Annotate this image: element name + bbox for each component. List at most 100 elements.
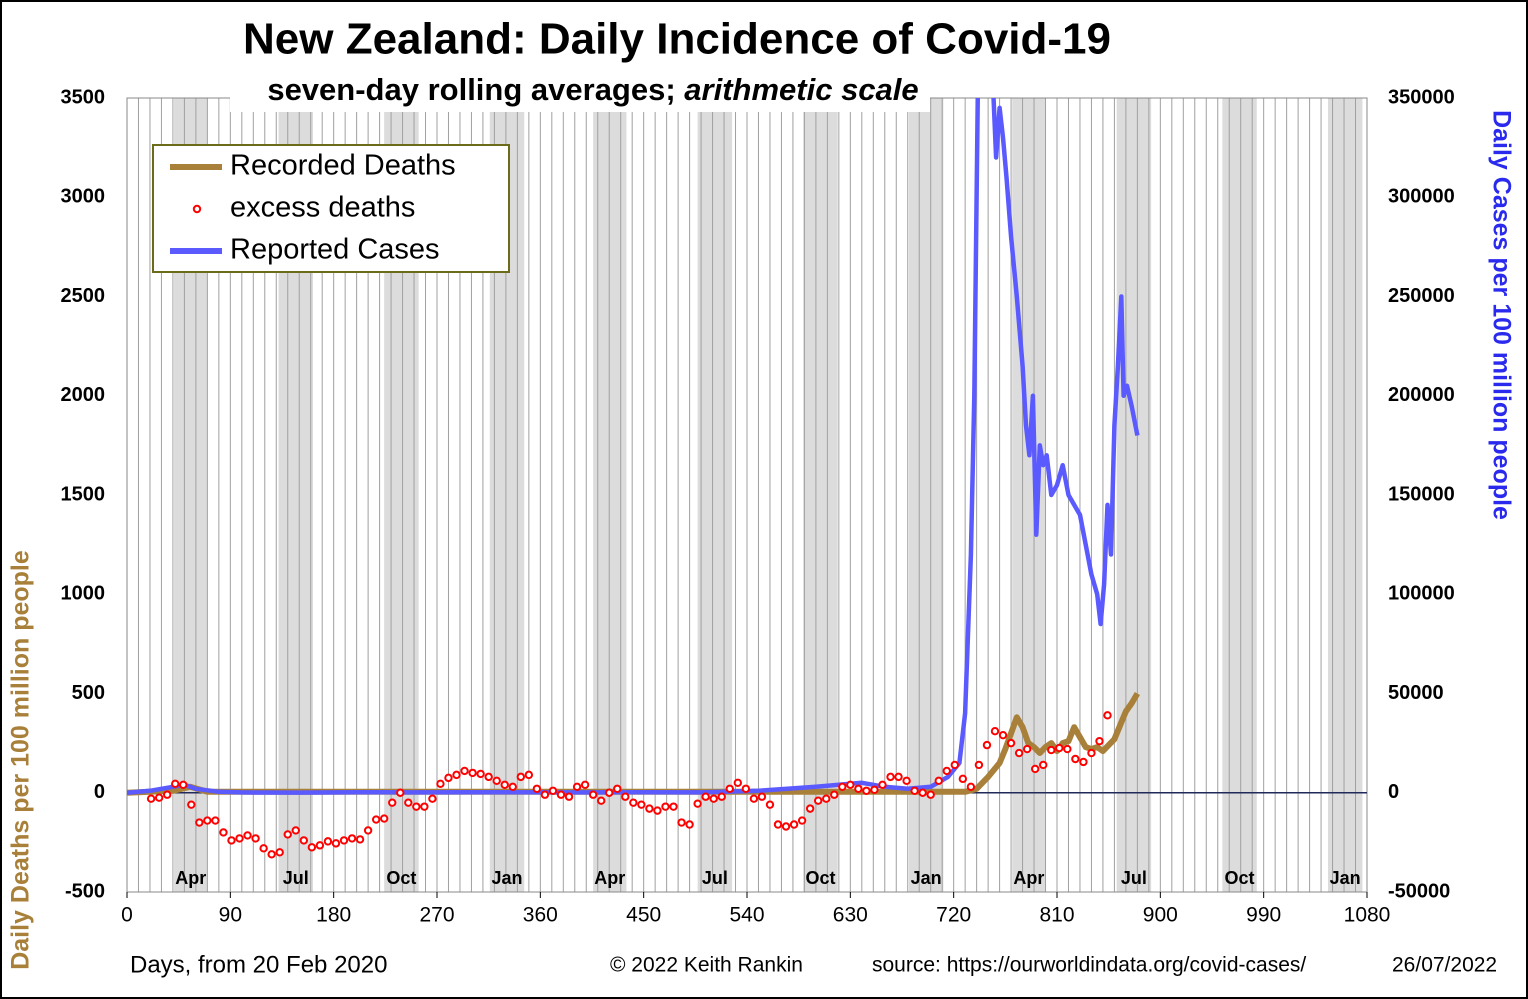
y-tick-label: 1000 <box>61 583 106 605</box>
excess-death-point <box>500 780 509 790</box>
excess-death-point <box>524 770 534 780</box>
month-band <box>1116 98 1152 892</box>
month-label: Jan <box>1330 868 1361 888</box>
y-tick-label: 0 <box>94 781 105 803</box>
excess-death-point <box>709 794 718 803</box>
excess-death-point <box>789 820 799 829</box>
excess-death-point <box>990 727 1000 736</box>
excess-death-point <box>1022 744 1032 754</box>
x-axis-label: Days, from 20 Feb 2020 <box>130 951 387 978</box>
excess-death-point <box>942 766 951 776</box>
excess-death-point <box>637 800 646 809</box>
x-tick-label: 630 <box>833 904 868 927</box>
excess-death-point <box>460 766 469 776</box>
y-tick-label: 3500 <box>61 86 106 108</box>
month-label: Oct <box>1225 868 1255 888</box>
excess-death-point <box>283 830 292 839</box>
y2-tick-label: 300000 <box>1388 186 1455 208</box>
legend-swatch <box>192 204 202 214</box>
month-label: Apr <box>594 868 625 888</box>
excess-death-point <box>717 792 726 801</box>
excess-death-point <box>918 788 927 797</box>
labels: Apr Jul Oct Jan Apr Jul Oct Jan Apr Jul Oct Jan 0 90 1… <box>61 86 1455 926</box>
excess-death-point <box>870 785 879 794</box>
legend-label: Reported Cases <box>230 234 440 266</box>
excess-death-point <box>508 782 517 791</box>
excess-death-point <box>1006 738 1016 748</box>
excess-death-point <box>958 774 968 784</box>
x-tick-label: 1080 <box>1344 904 1391 927</box>
grid <box>126 97 1368 898</box>
excess-death-point <box>187 800 196 809</box>
excess-death-point <box>428 794 437 803</box>
x-tick-label: 270 <box>419 904 454 927</box>
excess-death-point <box>251 834 260 843</box>
excess-death-point <box>701 792 710 801</box>
excess-death-point <box>420 802 429 811</box>
excess-death-point <box>894 772 903 782</box>
excess-death-point <box>154 793 164 802</box>
excess-death-point <box>862 786 871 795</box>
month-label: Oct <box>386 868 416 888</box>
x-tick-label: 360 <box>523 904 558 927</box>
excess-death-point <box>813 796 823 805</box>
y2-tick-label: 100000 <box>1388 583 1455 605</box>
series-line <box>127 691 1140 796</box>
excess-death-point <box>315 841 325 850</box>
month-label: Jan <box>911 868 942 888</box>
excess-death-point <box>1087 748 1096 758</box>
excess-death-point <box>203 816 212 825</box>
excess-death-point <box>588 790 598 799</box>
excess-death-point <box>484 772 493 782</box>
excess-death-point <box>765 800 775 809</box>
subtitle: seven-day rolling averages; arithmetic s… <box>267 72 918 107</box>
excess-death-point <box>146 794 156 803</box>
excess-death-point <box>1103 711 1112 720</box>
y2-tick-label: 350000 <box>1388 86 1455 108</box>
x-tick-label: 810 <box>1039 904 1074 927</box>
excess-death-point <box>412 802 421 811</box>
excess-death-point <box>725 784 734 793</box>
source: source: https://ourworldindata.org/covid… <box>872 954 1306 977</box>
excess-death-point <box>926 790 935 799</box>
excess-death-point <box>211 816 220 825</box>
excess-death-point <box>436 779 445 789</box>
excess-death-point <box>363 826 373 835</box>
x-tick-label: 720 <box>936 904 971 927</box>
excess-death-point <box>404 798 413 807</box>
excess-death-point <box>556 790 566 799</box>
excess-death-point <box>468 768 477 778</box>
excess-death-point <box>171 779 180 789</box>
excess-death-point <box>580 780 590 790</box>
excess-death-point <box>162 790 172 799</box>
excess-death-point <box>323 837 333 846</box>
excess-death-point <box>179 780 188 790</box>
month-band <box>1012 98 1046 892</box>
excess-death-point <box>379 814 389 823</box>
subtitle-italic: arithmetic scale <box>684 72 918 107</box>
excess-death-point <box>1014 748 1024 758</box>
subtitle-bg <box>230 72 930 112</box>
excess-death-point <box>275 848 284 857</box>
month-band <box>697 98 733 892</box>
y2-tick-label: -50000 <box>1388 880 1450 902</box>
month-label: Jul <box>702 868 728 888</box>
y2-tick-label: 250000 <box>1388 285 1455 307</box>
excess-death-point <box>516 772 526 782</box>
excess-death-point <box>219 828 228 837</box>
month-band <box>803 98 838 892</box>
excess-death-point <box>444 773 453 783</box>
excess-death-point <box>966 782 976 791</box>
x-tick-label: 450 <box>626 904 661 927</box>
legend-label: Recorded Deaths <box>230 150 456 182</box>
excess-death-point <box>532 784 542 793</box>
excess-death-point <box>195 818 204 827</box>
excess-death-point <box>950 760 960 770</box>
excess-death-point <box>227 836 236 845</box>
chart-title: New Zealand: Daily Incidence of Covid-19 <box>243 15 1111 64</box>
y2-tick-label: 50000 <box>1388 682 1444 704</box>
month-label: Oct <box>805 868 835 888</box>
excess-death-point <box>1047 745 1056 755</box>
excess-death-point <box>396 788 405 797</box>
excess-death-point <box>347 834 357 843</box>
